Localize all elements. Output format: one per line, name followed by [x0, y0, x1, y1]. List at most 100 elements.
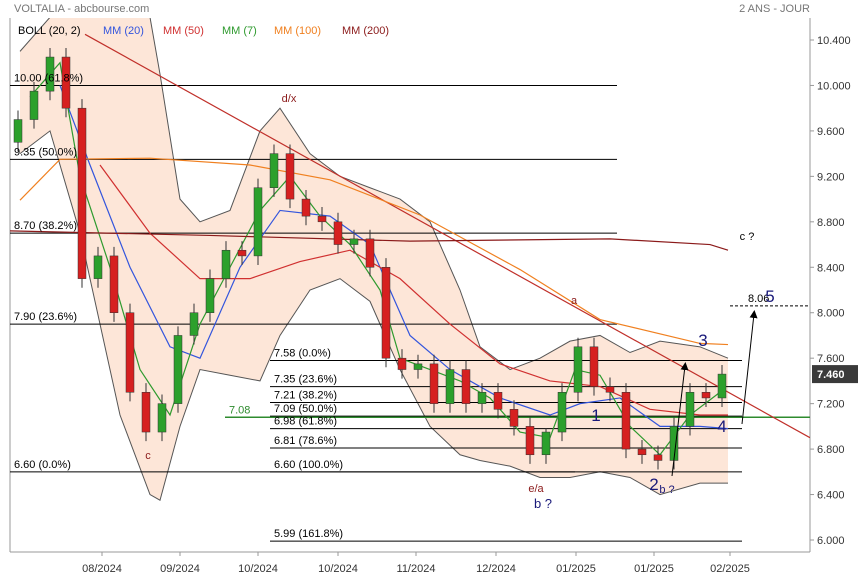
y-tick-label: 8.400 [817, 262, 845, 274]
annotation: d/x [282, 93, 297, 105]
legend-entry: MM (100) [274, 25, 321, 37]
bollinger-lower [19, 130, 728, 501]
y-tick-label: 8.800 [817, 217, 845, 229]
annotation: 5 [765, 287, 774, 306]
fib-label: 7.35 (23.6%) [274, 374, 337, 386]
moving-average [29, 61, 721, 456]
candle-body [333, 221, 343, 245]
y-tick-label: 6.800 [817, 444, 845, 456]
chart-subtitle: 2 ANS - JOUR [739, 3, 810, 15]
chart-title: VOLTALIA - abcbourse.com [14, 3, 149, 15]
candle-body [109, 255, 119, 313]
legend-entry: MM (50) [163, 25, 204, 37]
candle-body [365, 238, 375, 268]
candle-body [461, 369, 471, 404]
y-tick-label: 7.600 [817, 353, 845, 365]
fib-label: 10.00 (61.8%) [14, 72, 83, 84]
candle-body [173, 335, 183, 404]
fib-label: 6.60 (100.0%) [274, 459, 343, 471]
x-tick-label: 01/2025 [556, 563, 596, 575]
y-tick-label: 6.000 [817, 535, 845, 547]
candle-body [573, 346, 583, 393]
candle-body [301, 198, 311, 217]
legend-entry: MM (200) [342, 25, 389, 37]
candle-body [413, 363, 423, 370]
candle-body [477, 392, 487, 404]
x-tick-label: 12/2024 [476, 563, 516, 575]
candle-body [13, 119, 23, 143]
fib-label: 6.60 (0.0%) [14, 459, 71, 471]
candle-body [61, 56, 71, 109]
y-tick-label: 9.600 [817, 126, 845, 138]
target-label: 8.06 [748, 293, 769, 305]
candle-body [557, 392, 567, 433]
candle-body [397, 357, 407, 370]
legend-entry: BOLL (20, 2) [18, 25, 81, 37]
annotation: 2 [649, 475, 658, 494]
annotation: 1 [591, 406, 600, 425]
x-tick-label: 01/2025 [634, 563, 674, 575]
candle-body [349, 238, 359, 245]
plot-area [10, 18, 810, 542]
y-tick-label: 7.200 [817, 399, 845, 411]
support-label: 7.08 [229, 404, 250, 416]
arrow [741, 310, 758, 425]
candle-body [653, 454, 663, 461]
annotation: a [571, 295, 578, 307]
annotation: 4 [717, 417, 726, 436]
x-tick-label: 11/2024 [397, 563, 436, 575]
candle-body [541, 431, 551, 456]
fib-label: 7.21 (38.2%) [274, 390, 337, 402]
moving-average [19, 157, 729, 346]
legend-entry: MM (20) [103, 25, 144, 37]
candle-body [45, 56, 55, 92]
x-tick-label: 10/2024 [238, 563, 278, 575]
candle-body [125, 312, 135, 393]
candle-body [637, 448, 647, 456]
fib-label: 7.58 (0.0%) [274, 347, 331, 359]
candle-body [605, 386, 615, 393]
trendline [84, 33, 810, 439]
candle-body [701, 392, 711, 399]
candle-body [525, 426, 535, 456]
candle-body [285, 153, 295, 200]
candle-body [157, 403, 167, 433]
annotation: b ? [659, 484, 674, 496]
x-tick-label: 09/2024 [160, 563, 200, 575]
candle-body [77, 107, 87, 279]
fib-label: 7.09 (50.0%) [274, 403, 337, 415]
candle-body [141, 392, 151, 433]
x-tick-label: 10/2024 [318, 563, 358, 575]
fib-label: 9.35 (50.0%) [14, 146, 77, 158]
candle-body [237, 249, 247, 257]
candle-body [253, 187, 263, 257]
fib-label: 7.90 (23.6%) [14, 311, 77, 323]
bollinger-upper [19, 18, 729, 371]
candle-body [29, 90, 39, 120]
candle-body [589, 346, 599, 387]
fib-label: 8.70 (38.2%) [14, 220, 77, 232]
x-tick-label: 02/2025 [710, 563, 750, 575]
last-price-box [812, 365, 858, 384]
candle-body [621, 392, 631, 450]
candle-body [685, 392, 695, 427]
candle-body [445, 369, 455, 404]
candle-body [717, 373, 727, 399]
legend-entry: MM (7) [222, 25, 257, 37]
y-tick-label: 9.200 [817, 171, 845, 183]
annotation: 3 [698, 331, 707, 350]
candle-body [317, 215, 327, 223]
annotation: c ? [740, 231, 755, 243]
annotation: b ? [534, 496, 552, 511]
candle-body [93, 255, 103, 279]
fib-label: 5.99 (161.8%) [274, 528, 343, 540]
candle-body [205, 278, 215, 313]
fib-label: 6.98 (61.8%) [274, 416, 337, 428]
candle-body [381, 267, 391, 359]
y-tick-label: 10.000 [817, 80, 851, 92]
candle-body [493, 392, 503, 410]
y-tick-label: 8.000 [817, 308, 845, 320]
x-tick-label: 08/2024 [82, 563, 122, 575]
